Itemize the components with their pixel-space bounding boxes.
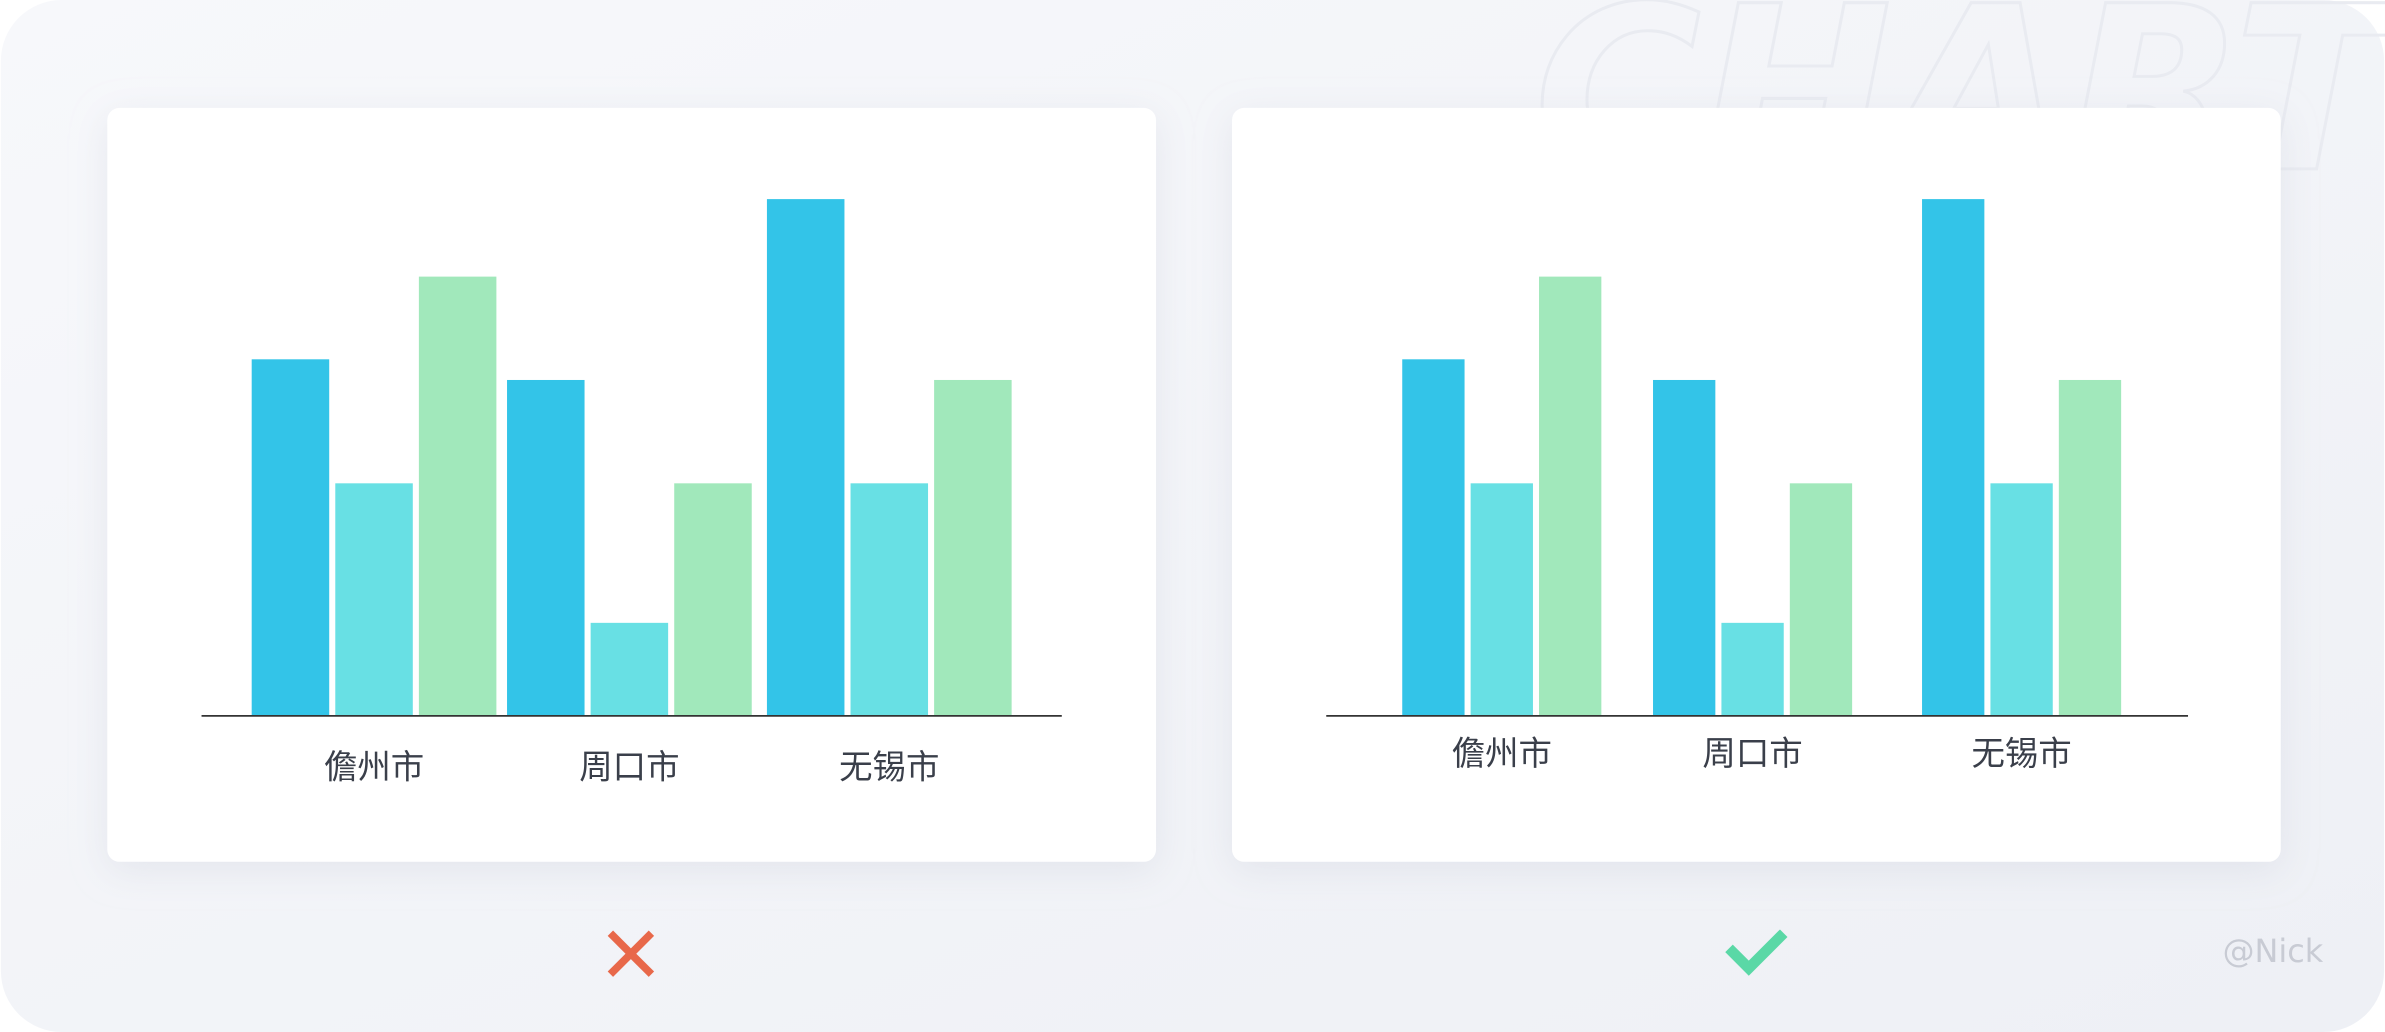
credit: @Nick bbox=[2223, 932, 2324, 970]
bar bbox=[418, 276, 497, 716]
bar bbox=[674, 483, 752, 716]
bar bbox=[590, 622, 669, 716]
plots: 儋州市 周口市 无锡市 儋州市 周口市 无锡市 bbox=[201, 199, 2189, 787]
bar bbox=[335, 483, 413, 716]
bar bbox=[1721, 622, 1784, 716]
bar bbox=[1922, 199, 1985, 716]
bar bbox=[507, 379, 585, 716]
bar bbox=[1789, 483, 1853, 716]
bar bbox=[1653, 379, 1716, 716]
cross-icon bbox=[607, 930, 655, 977]
x-tick-label: 无锡市 bbox=[839, 748, 939, 787]
x-tick-label: 周口市 bbox=[579, 748, 679, 787]
bar bbox=[251, 359, 330, 716]
x-tick-label: 儋州市 bbox=[1452, 734, 1552, 773]
bar bbox=[766, 199, 845, 716]
bar bbox=[2058, 379, 2122, 716]
bar bbox=[934, 379, 1012, 716]
x-tick-label: 无锡市 bbox=[1971, 734, 2071, 773]
x-tick-label: 周口市 bbox=[1702, 734, 1802, 773]
bar bbox=[1990, 483, 2053, 716]
bar bbox=[1470, 483, 1533, 716]
bar bbox=[1402, 359, 1465, 716]
check-icon bbox=[1725, 929, 1788, 976]
bar bbox=[1539, 276, 1602, 716]
bar bbox=[850, 483, 929, 716]
x-tick-label: 儋州市 bbox=[324, 748, 424, 787]
